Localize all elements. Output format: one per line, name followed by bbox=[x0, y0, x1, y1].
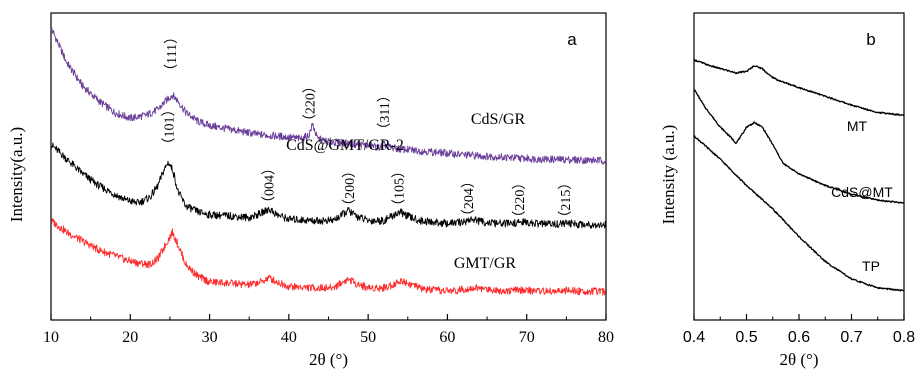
peak-annotation: （311） bbox=[377, 88, 393, 136]
peak-annotation: （111） bbox=[164, 30, 180, 78]
x-tick-label: 80 bbox=[598, 329, 614, 346]
panel-label: a bbox=[567, 30, 577, 49]
x-tick-label: 60 bbox=[439, 329, 455, 346]
x-tick-label: 0.8 bbox=[893, 329, 915, 346]
series-line-cds-gr bbox=[50, 26, 607, 165]
series-line-gmt-gr bbox=[50, 218, 607, 296]
y-axis-label: Intensity (a.u.) bbox=[659, 125, 678, 225]
chart-panel-a: 10 20 30 40 50 60 70 80 2θ (°) Intensity(a.u.) a Cd… bbox=[7, 12, 614, 369]
chart-panel-b: 0.4 0.5 0.6 0.7 0.8 2θ (°) Intensity (a.u.) b MT… bbox=[659, 12, 915, 369]
x-tick-label: 70 bbox=[519, 329, 535, 346]
series-label-gmt-gr: GMT/GR bbox=[454, 255, 517, 272]
x-axis-label: 2θ (°) bbox=[779, 350, 818, 369]
y-axis-label: Intensity(a.u.) bbox=[7, 127, 26, 222]
peak-annotation: （105） bbox=[391, 164, 407, 213]
peak-annotation: （215） bbox=[558, 176, 574, 225]
series-label-cds-gr: CdS/GR bbox=[471, 111, 526, 128]
x-tick-label: 20 bbox=[122, 329, 138, 346]
panel-label: b bbox=[866, 30, 875, 49]
peak-annotation: （101） bbox=[161, 102, 177, 151]
series-line-cds-mt bbox=[693, 89, 905, 204]
series-line-mt bbox=[693, 58, 905, 117]
series-line-cds-gmt-gr-2 bbox=[51, 142, 607, 229]
peak-annotation: （204） bbox=[461, 174, 477, 223]
series-line-tp bbox=[693, 134, 905, 292]
peak-annotation: （220） bbox=[303, 79, 319, 128]
peak-annotation: （220） bbox=[512, 176, 528, 225]
x-tick-label: 0.6 bbox=[788, 329, 810, 346]
series-label-cds-gmt-gr-2: CdS@GMT/GR-2 bbox=[286, 137, 404, 154]
series-label-tp: TP bbox=[862, 258, 880, 274]
x-tick-label: 0.5 bbox=[735, 329, 757, 346]
x-tick-label: 30 bbox=[202, 329, 218, 346]
plot-frame bbox=[50, 12, 607, 321]
x-tick-label: 10 bbox=[43, 329, 59, 346]
peak-annotation: （200） bbox=[342, 164, 358, 213]
x-tick-label: 0.4 bbox=[683, 329, 705, 346]
x-axis-label: 2θ (°) bbox=[309, 350, 348, 369]
x-tick-label: 40 bbox=[281, 329, 297, 346]
peak-annotation: （004） bbox=[261, 161, 277, 210]
series-label-mt: MT bbox=[847, 118, 868, 134]
x-tick-label: 0.7 bbox=[840, 329, 862, 346]
x-tick-label: 50 bbox=[360, 329, 376, 346]
series-label-cds-mt: CdS@MT bbox=[831, 184, 893, 200]
